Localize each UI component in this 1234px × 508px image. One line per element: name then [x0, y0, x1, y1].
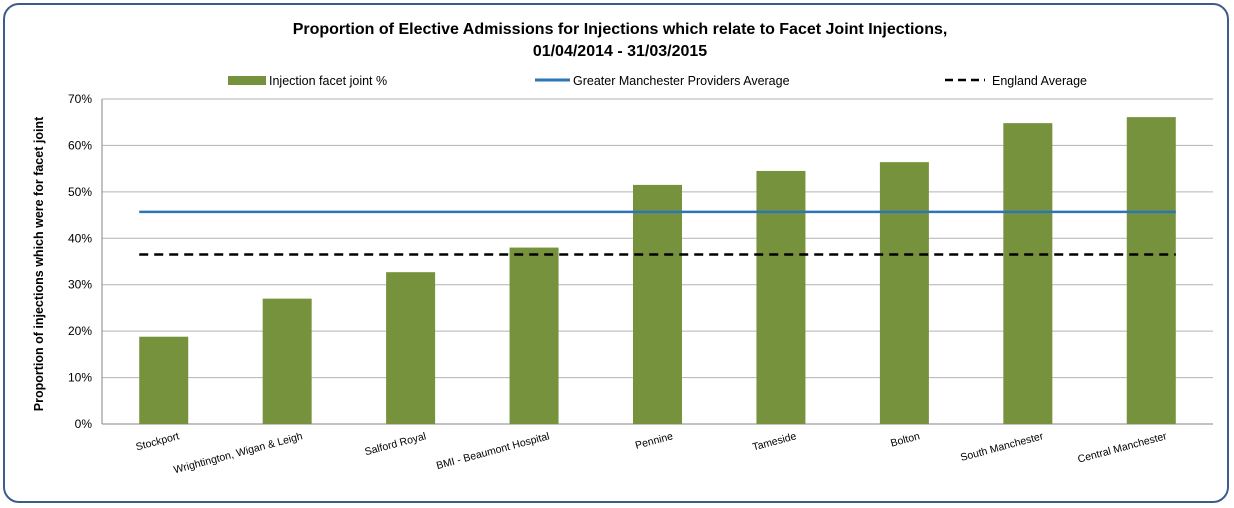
y-tick-label: 30% [68, 278, 92, 292]
y-axis-label: Proportion of injections which were for … [32, 116, 46, 411]
y-tick-label: 60% [68, 138, 92, 152]
legend-label-bars: Injection facet joint % [269, 74, 387, 88]
legend-label-gm-average: Greater Manchester Providers Average [573, 74, 790, 88]
y-tick-label: 20% [68, 324, 92, 338]
x-tick-label: Central Manchester [1076, 430, 1168, 465]
x-tick-label: South Manchester [959, 430, 1045, 464]
legend-swatch-bars [228, 76, 266, 85]
legend: Injection facet joint % Greater Manchest… [228, 74, 1087, 88]
y-tick-label: 50% [68, 185, 92, 199]
bar [386, 272, 436, 424]
y-tick-label: 10% [68, 371, 92, 385]
y-tick-label: 40% [68, 231, 92, 245]
bar [633, 184, 682, 424]
y-axis-ticks: 0% 10% 20% 30% 40% 50% 60% 70% [68, 92, 92, 431]
x-tick-label: Pennine [634, 430, 674, 452]
x-tick-label: Bolton [889, 430, 921, 449]
legend-label-england-average: England Average [992, 74, 1087, 88]
average-lines [139, 210, 1176, 256]
bar [756, 170, 806, 424]
bar [1003, 123, 1053, 425]
y-tick-label: 0% [75, 417, 93, 431]
x-tick-label: Salford Royal [363, 430, 427, 458]
bar [879, 162, 929, 424]
bar [1126, 117, 1176, 424]
x-tick-label: Tameside [751, 430, 798, 453]
bar [139, 336, 189, 424]
bar [262, 298, 312, 424]
x-tick-label: Wrightington, Wigan & Leigh [172, 430, 304, 476]
chart-title-line-2: 01/04/2014 - 31/03/2015 [533, 43, 707, 60]
x-tick-label: BMI - Beaumont Hospital [435, 430, 551, 472]
chart-title-line-1: Proportion of Elective Admissions for In… [293, 21, 948, 38]
x-tick-label: Stockport [135, 430, 181, 453]
bars [139, 117, 1176, 425]
y-tick-label: 70% [68, 92, 92, 106]
bar [509, 247, 559, 424]
